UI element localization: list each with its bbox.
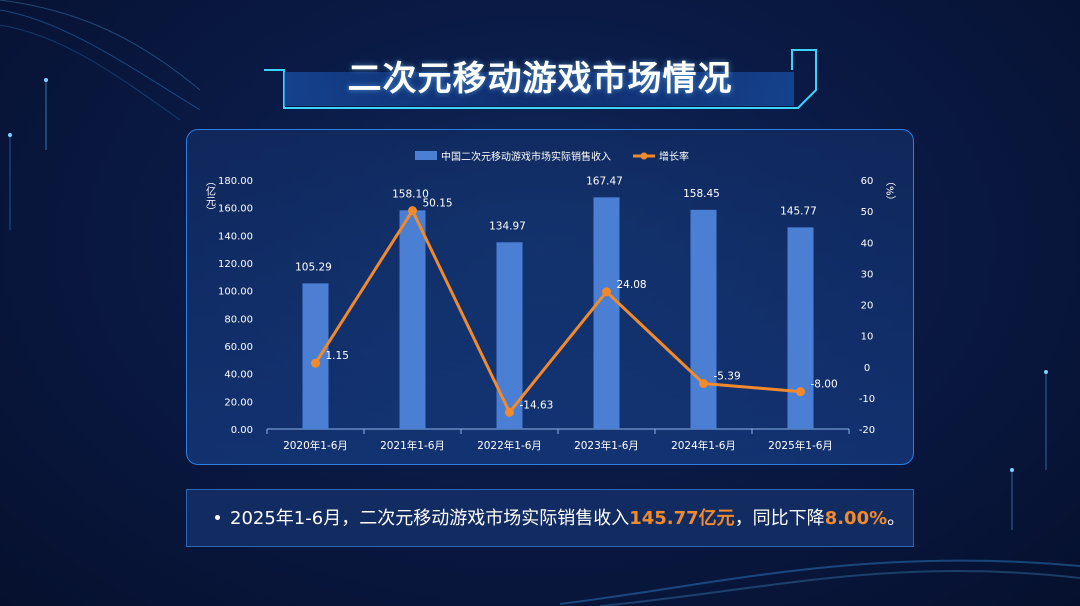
y-axis-title-right: （%） (884, 176, 896, 206)
bar-data-label: 145.77 (780, 205, 817, 217)
legend-line-label: 增长率 (659, 150, 689, 163)
note-revenue-value: 145.77亿元 (629, 508, 735, 529)
x-tick-label: 2024年1-6月 (671, 439, 736, 452)
bar-data-label: 134.97 (489, 220, 526, 232)
x-tick-label: 2022年1-6月 (477, 439, 542, 452)
y-tick-label-right: 10 (861, 332, 874, 343)
bar (399, 210, 426, 429)
y-tick-label-left: 60.00 (224, 342, 253, 353)
y-tick-label-right: 30 (861, 269, 874, 280)
y-tick-label-right: -20 (859, 425, 875, 436)
growth-point (699, 379, 708, 389)
x-tick-label: 2025年1-6月 (768, 439, 833, 452)
y-tick-label-right: 60 (861, 176, 874, 187)
y-tick-label-right: 20 (861, 301, 874, 312)
y-tick-label-left: 0.00 (231, 425, 253, 436)
growth-data-label: 1.15 (326, 350, 349, 362)
growth-point (311, 358, 320, 368)
y-tick-label-right: 40 (861, 238, 874, 249)
y-tick-label-left: 120.00 (218, 259, 253, 270)
y-axis-title-left: （亿元） (204, 176, 216, 216)
combo-chart: 0.00 20.00 40.00 60.00 80.00 100.00 120.00 140.… (204, 150, 896, 452)
bar-data-label: 167.47 (586, 175, 623, 187)
growth-data-label: -5.39 (714, 371, 741, 383)
growth-data-label: -14.63 (520, 399, 554, 411)
y-tick-label-left: 100.00 (218, 287, 253, 298)
growth-point (602, 287, 611, 297)
bar-data-label: 158.10 (392, 188, 429, 200)
x-tick-label: 2020年1-6月 (283, 439, 348, 452)
y-tick-label-left: 140.00 (218, 231, 253, 242)
y-tick-label-left: 40.00 (224, 370, 253, 381)
note-prefix: 2025年1-6月，二次元移动游戏市场实际销售收入 (230, 508, 630, 529)
legend-bar-label: 中国二次元移动游戏市场实际销售收入 (441, 150, 611, 163)
growth-point (505, 407, 514, 417)
y-tick-label-left: 20.00 (224, 397, 253, 408)
growth-point (408, 206, 417, 216)
bar (690, 209, 717, 429)
bar (496, 242, 523, 429)
bullet-icon (215, 514, 220, 520)
page-title: 二次元移动游戏市场情况 (347, 59, 733, 99)
legend-line-marker (640, 152, 648, 160)
summary-note: 2025年1-6月，二次元移动游戏市场实际销售收入145.77亿元，同比下降8.… (186, 489, 914, 547)
bar (787, 227, 814, 429)
growth-data-label: 50.15 (423, 198, 453, 210)
page-title-banner: 二次元移动游戏市场情况 (262, 48, 818, 110)
y-tick-label-right: 50 (861, 207, 874, 218)
growth-point (796, 387, 805, 397)
x-tick-label: 2021年1-6月 (380, 439, 445, 452)
y-tick-label-left: 80.00 (224, 314, 253, 325)
growth-data-label: 24.08 (617, 279, 647, 291)
bar (593, 197, 620, 429)
background-wave-top-left (0, 0, 200, 120)
y-tick-label-right: -10 (859, 394, 875, 405)
note-middle: ，同比下降 (734, 508, 825, 529)
bar-data-label: 105.29 (295, 261, 332, 273)
x-tick-label: 2023年1-6月 (574, 439, 639, 452)
bar (302, 283, 329, 429)
chart-panel: 0.00 20.00 40.00 60.00 80.00 100.00 120.00 140.… (186, 129, 914, 465)
bar-data-label: 158.45 (683, 188, 720, 200)
y-tick-label-left: 180.00 (218, 176, 253, 187)
note-suffix: 。 (887, 508, 906, 529)
legend-bar-swatch (415, 151, 437, 160)
note-growth-value: 8.00% (824, 508, 888, 529)
title-frame (264, 49, 817, 109)
growth-data-label: -8.00 (811, 379, 838, 391)
y-tick-label-right: 0 (864, 363, 870, 374)
y-tick-label-left: 160.00 (218, 204, 253, 215)
growth-line (314, 209, 801, 414)
